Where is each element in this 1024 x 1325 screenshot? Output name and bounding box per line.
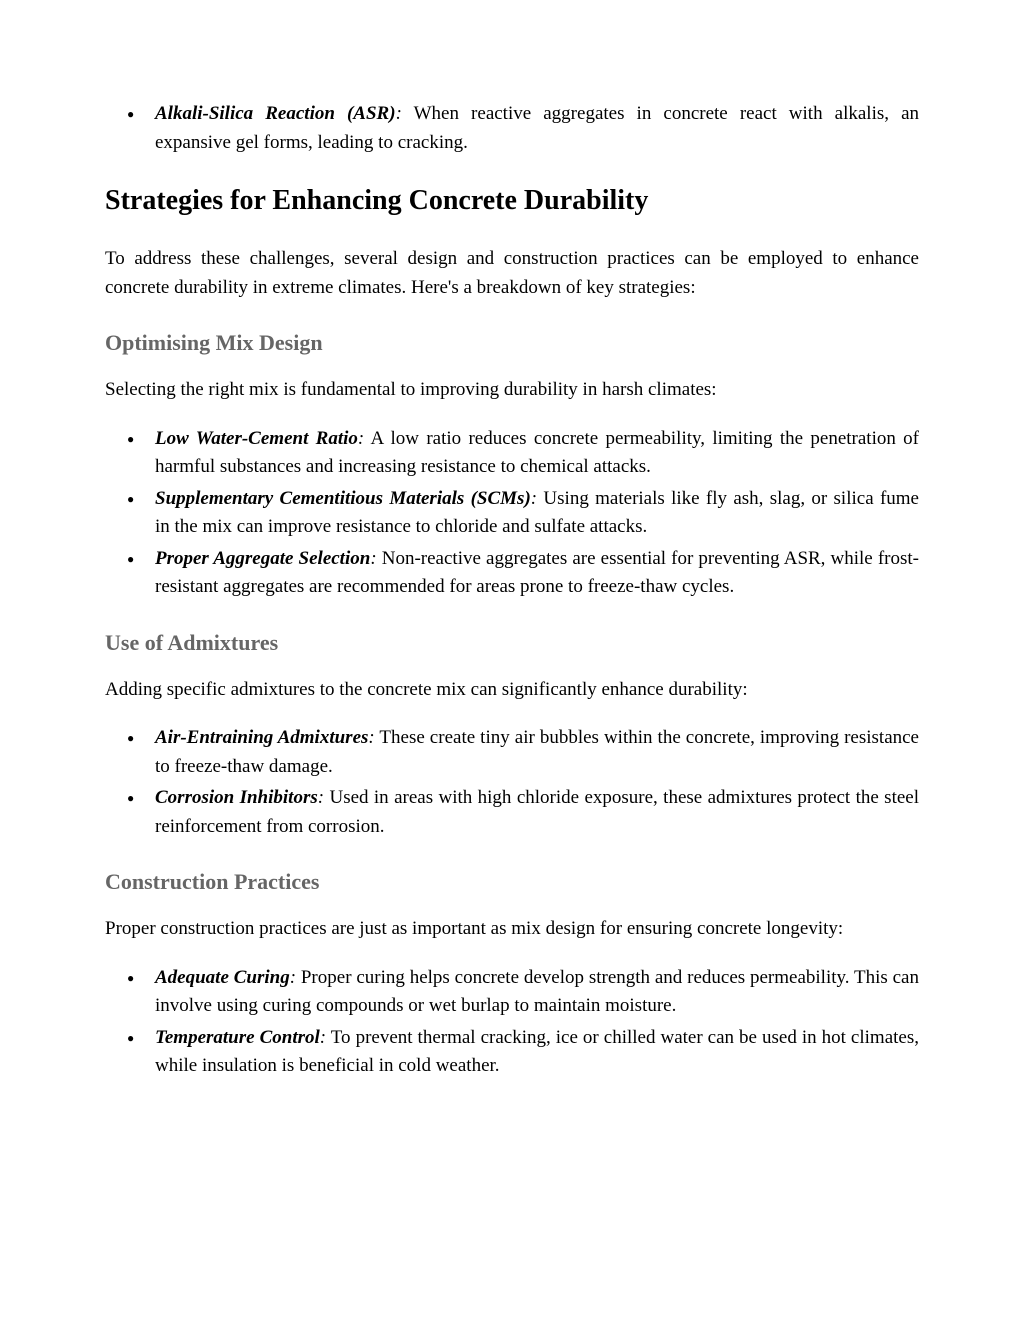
asr-list: Alkali-Silica Reaction (ASR): When react…	[105, 100, 919, 157]
lead-paragraph: Proper construction practices are just a…	[105, 915, 919, 944]
list-item: Alkali-Silica Reaction (ASR): When react…	[155, 100, 919, 157]
section-heading-h2: Strategies for Enhancing Concrete Durabi…	[105, 185, 919, 217]
subsection-heading: Use of Admixtures	[105, 630, 919, 656]
list-item: Proper Aggregate Selection: Non-reactive…	[155, 545, 919, 602]
term: Supplementary Cementitious Materials (SC…	[155, 488, 531, 509]
list-item: Low Water-Cement Ratio: A low ratio redu…	[155, 425, 919, 482]
construction-list: Adequate Curing: Proper curing helps con…	[105, 964, 919, 1081]
intro-paragraph: To address these challenges, several des…	[105, 245, 919, 302]
lead-paragraph: Selecting the right mix is fundamental t…	[105, 376, 919, 405]
term: Proper Aggregate Selection	[155, 548, 370, 569]
subsection-heading: Optimising Mix Design	[105, 330, 919, 356]
mix-design-list: Low Water-Cement Ratio: A low ratio redu…	[105, 425, 919, 602]
term: Temperature Control	[155, 1027, 320, 1048]
term: Air-Entraining Admixtures	[155, 727, 368, 748]
lead-paragraph: Adding specific admixtures to the concre…	[105, 676, 919, 705]
term: Adequate Curing	[155, 967, 290, 988]
term: Alkali-Silica Reaction (ASR)	[155, 103, 396, 124]
document-body: Alkali-Silica Reaction (ASR): When react…	[105, 100, 919, 1081]
subsection-heading: Construction Practices	[105, 869, 919, 895]
list-item: Temperature Control: To prevent thermal …	[155, 1024, 919, 1081]
admixtures-list: Air-Entraining Admixtures: These create …	[105, 724, 919, 841]
list-item: Corrosion Inhibitors: Used in areas with…	[155, 784, 919, 841]
term: Corrosion Inhibitors	[155, 787, 318, 808]
term: Low Water-Cement Ratio	[155, 428, 358, 449]
list-item: Adequate Curing: Proper curing helps con…	[155, 964, 919, 1021]
list-item: Supplementary Cementitious Materials (SC…	[155, 485, 919, 542]
list-item: Air-Entraining Admixtures: These create …	[155, 724, 919, 781]
